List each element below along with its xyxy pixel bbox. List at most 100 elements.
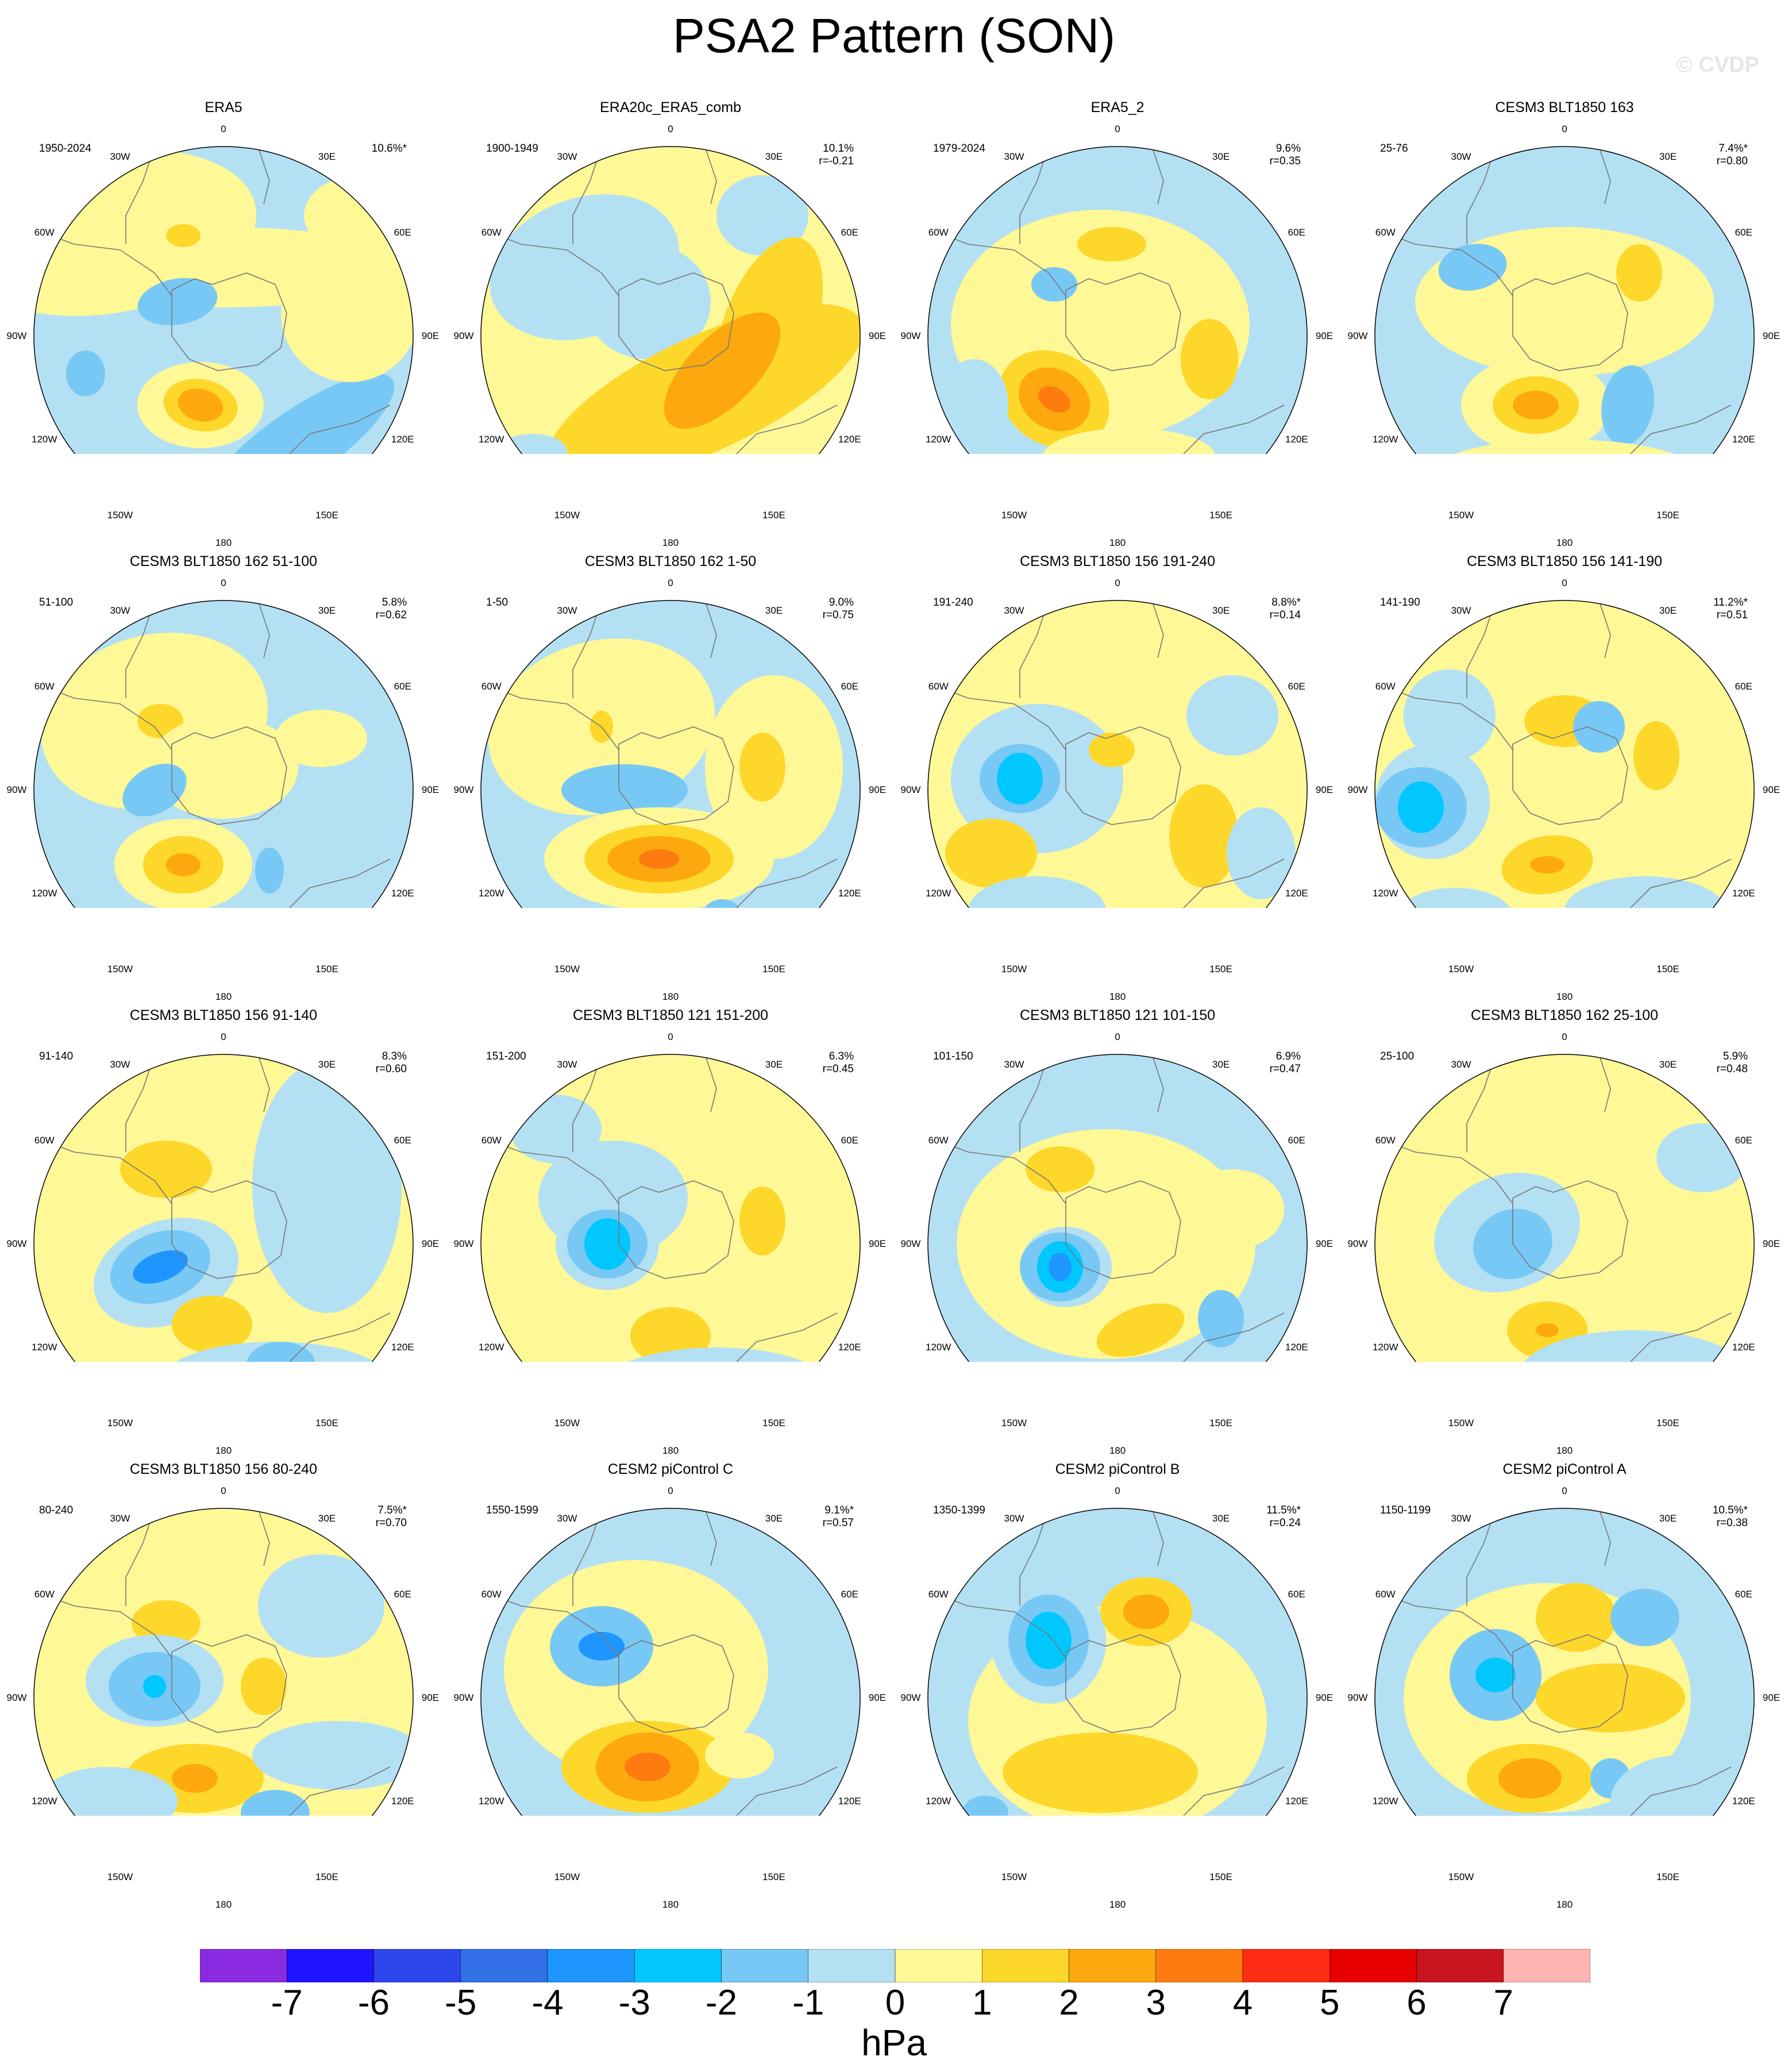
longitude-label: 90W xyxy=(6,784,27,795)
pressure-anomaly-contour xyxy=(1610,1589,1679,1646)
pressure-anomaly-contour xyxy=(1564,876,1725,908)
longitude-label: 120W xyxy=(1373,1342,1398,1353)
longitude-label: 150W xyxy=(1448,963,1474,975)
pressure-anomaly-contour xyxy=(178,388,223,422)
colorbar-tick-label: 7 xyxy=(1493,1983,1513,2023)
longitude-label: 120E xyxy=(1285,1342,1308,1353)
coastline xyxy=(1375,1508,1732,1816)
panel-pattern-correlation: r=-0.21 xyxy=(819,155,854,167)
panel-pattern-correlation: r=0.62 xyxy=(375,609,407,621)
coastline xyxy=(481,1054,838,1362)
map-border xyxy=(33,1054,414,1362)
longitude-label: 60W xyxy=(481,1589,502,1600)
polar-stereographic-map xyxy=(480,1508,861,1816)
longitude-label: 120W xyxy=(926,888,951,899)
panel-variance-pct: 10.5%* xyxy=(1712,1504,1748,1516)
pressure-anomaly-contour xyxy=(258,1554,384,1658)
polar-stereographic-map xyxy=(1374,1508,1755,1816)
longitude-label: 30W xyxy=(110,1059,130,1070)
longitude-label: 150E xyxy=(1656,963,1679,975)
coastline xyxy=(928,600,1285,908)
polar-stereographic-map xyxy=(33,600,414,908)
polar-stereographic-map xyxy=(1374,1054,1755,1362)
polar-stereographic-map xyxy=(480,600,861,908)
polar-stereographic-map xyxy=(927,1508,1308,1816)
panel-years: 1979-2024 xyxy=(933,143,985,155)
longitude-label: 150E xyxy=(315,509,338,521)
pressure-anomaly-contour xyxy=(1181,319,1238,399)
longitude-label: 90W xyxy=(1347,330,1368,341)
longitude-label: 90W xyxy=(453,1692,474,1703)
longitude-label: 60W xyxy=(1375,227,1396,238)
pressure-anomaly-contour xyxy=(1645,1198,1679,1244)
longitude-label: 0 xyxy=(668,1485,673,1496)
longitude-label: 30E xyxy=(1212,1059,1230,1070)
panel-title: ERA5_2 xyxy=(1090,99,1145,115)
longitude-label: 180 xyxy=(1109,1899,1126,1910)
panel-pattern-correlation: r=0.45 xyxy=(822,1063,854,1075)
panel-title: CESM2 piControl B xyxy=(1055,1461,1180,1477)
map-panel: CESM3 BLT1850 162 1-50 1-50 9.0% r=0.75 0 30E… xyxy=(447,454,894,1002)
coastline xyxy=(34,1054,391,1362)
longitude-label: 150W xyxy=(1448,1417,1474,1428)
pressure-anomaly-contour xyxy=(1169,784,1238,888)
longitude-label: 90E xyxy=(1315,784,1334,795)
colorbar-units: hPa xyxy=(861,2022,927,2063)
panel-years: 91-140 xyxy=(39,1050,74,1062)
longitude-label: 180 xyxy=(215,537,232,548)
coastline xyxy=(1375,147,1732,454)
coastline xyxy=(481,600,838,908)
longitude-label: 60W xyxy=(34,1135,55,1146)
longitude-label: 60E xyxy=(1735,681,1752,692)
longitude-label: 180 xyxy=(662,537,679,548)
colorbar-tick-label: 2 xyxy=(1059,1983,1079,2023)
polar-stereographic-map xyxy=(927,1054,1308,1362)
colorbar-tick-label: 3 xyxy=(1146,1983,1166,2023)
longitude-label: 150W xyxy=(1001,1871,1027,1882)
pressure-anomaly-contour xyxy=(275,710,367,767)
longitude-label: 150W xyxy=(1448,509,1474,521)
longitude-label: 180 xyxy=(662,1445,679,1456)
longitude-label: 90W xyxy=(900,1238,921,1249)
panel-pattern-correlation: r=0.38 xyxy=(1716,1517,1748,1529)
longitude-label: 60E xyxy=(1288,1589,1305,1600)
map-border xyxy=(1374,1508,1755,1816)
longitude-label: 180 xyxy=(1556,1445,1573,1456)
longitude-label: 90E xyxy=(1315,1238,1334,1249)
longitude-label: 180 xyxy=(215,1445,232,1456)
longitude-label: 0 xyxy=(1115,1485,1120,1496)
longitude-label: 60W xyxy=(928,227,949,238)
colorbar-tick-label: 6 xyxy=(1406,1983,1427,2023)
panel-pattern-correlation: r=0.70 xyxy=(375,1517,407,1529)
pressure-anomaly-contour xyxy=(510,1095,602,1164)
panel-title: CESM3 BLT1850 156 191-240 xyxy=(1019,553,1216,569)
longitude-label: 90W xyxy=(900,1692,921,1703)
longitude-label: 30E xyxy=(1212,1513,1230,1524)
longitude-label: 120E xyxy=(391,888,414,899)
colorbar-swatch xyxy=(1416,1949,1504,1982)
panel-pattern-correlation: r=0.51 xyxy=(1716,609,1748,621)
panel-title: CESM3 BLT1850 162 25-100 xyxy=(1470,1007,1659,1023)
pressure-anomaly-contour xyxy=(172,1764,218,1793)
panel-pattern-correlation: r=0.35 xyxy=(1269,155,1301,167)
pressure-anomaly-contour xyxy=(1049,1253,1072,1281)
coastline xyxy=(928,1508,1285,1816)
panel-variance-pct: 10.6%* xyxy=(371,143,407,155)
panel-variance-pct: 7.4%* xyxy=(1718,143,1748,155)
longitude-label: 90E xyxy=(1762,330,1781,341)
longitude-label: 180 xyxy=(1556,991,1573,1002)
colorbar-tick-label: -6 xyxy=(357,1983,390,2023)
longitude-label: 90W xyxy=(453,330,474,341)
colorbar-swatch xyxy=(1330,1949,1417,1982)
colorbar-swatch xyxy=(982,1949,1069,1982)
longitude-label: 150E xyxy=(1656,1417,1679,1428)
pressure-anomaly-contour xyxy=(172,1296,252,1353)
longitude-label: 150W xyxy=(554,509,580,521)
polar-stereographic-map xyxy=(1374,146,1755,454)
pressure-anomaly-contour xyxy=(664,312,781,429)
longitude-label: 0 xyxy=(221,1031,226,1042)
pressure-anomaly-contour xyxy=(1089,733,1135,767)
panel-title: CESM2 piControl A xyxy=(1502,1461,1627,1477)
longitude-label: 0 xyxy=(1562,124,1567,134)
panel-title: CESM3 BLT1850 162 51-100 xyxy=(129,553,318,569)
